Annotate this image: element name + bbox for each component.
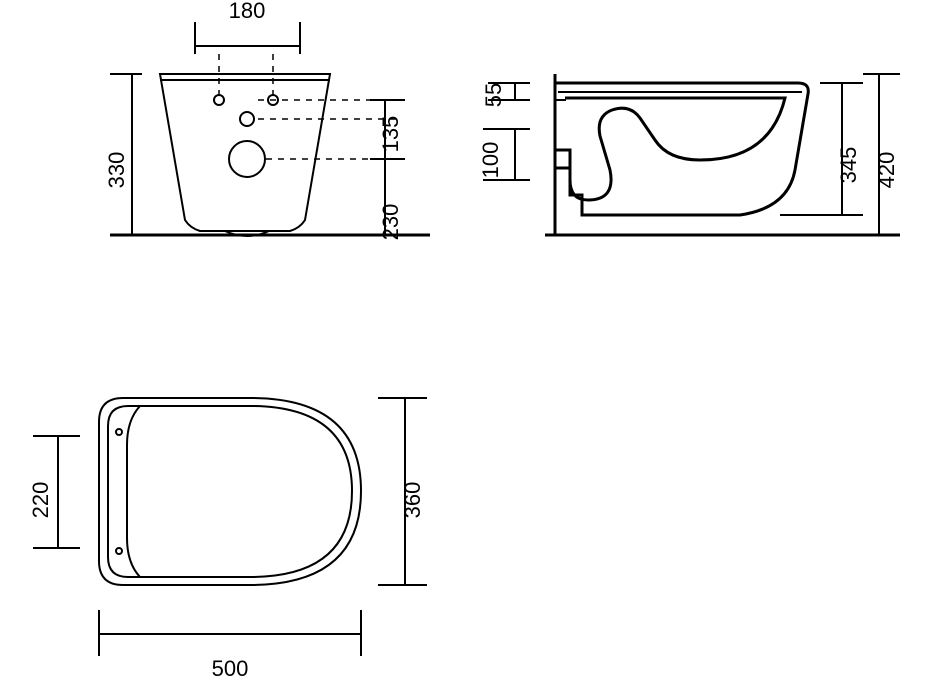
dim-100: 100 bbox=[478, 129, 530, 180]
dim-500: 500 bbox=[99, 610, 361, 681]
dim-330: 330 bbox=[104, 74, 142, 235]
dim-360: 360 bbox=[378, 398, 427, 585]
dim-230-label: 230 bbox=[378, 204, 403, 241]
top-view: 220 360 500 bbox=[28, 398, 427, 681]
dim-420-label: 420 bbox=[874, 152, 899, 189]
dim-230: 230 bbox=[370, 159, 405, 240]
dim-55: 55 bbox=[481, 83, 530, 107]
dim-135-label: 135 bbox=[378, 116, 403, 153]
dim-345-label: 345 bbox=[836, 147, 861, 184]
front-view: 180 330 135 230 bbox=[104, 0, 430, 240]
dim-180: 180 bbox=[195, 0, 300, 100]
dim-135: 135 bbox=[370, 100, 405, 159]
dim-420: 420 bbox=[863, 74, 900, 235]
dim-330-label: 330 bbox=[104, 152, 129, 189]
dim-500-label: 500 bbox=[212, 656, 249, 681]
dim-220-label: 220 bbox=[28, 482, 53, 519]
dim-55-label: 55 bbox=[481, 83, 506, 107]
dim-180-label: 180 bbox=[229, 0, 266, 23]
dim-100-label: 100 bbox=[478, 142, 503, 179]
dim-220: 220 bbox=[28, 436, 80, 548]
dim-360-label: 360 bbox=[400, 482, 425, 519]
dim-345: 345 bbox=[780, 83, 863, 215]
side-view: 55 100 345 420 bbox=[478, 74, 900, 235]
